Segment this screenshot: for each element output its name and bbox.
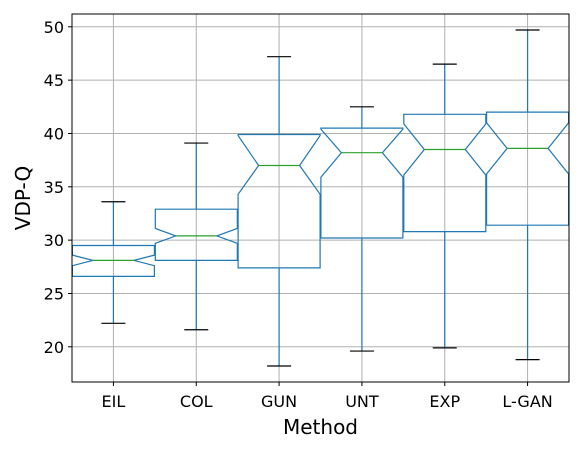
x-tick-label-col: COL <box>180 392 213 411</box>
x-tick-label-exp: EXP <box>429 392 460 411</box>
y-tick-label: 40 <box>44 124 64 143</box>
box-exp <box>403 63 487 349</box>
y-tick-label: 45 <box>44 71 64 90</box>
notched-box <box>154 208 238 261</box>
box-unt <box>320 106 404 352</box>
box-layer <box>71 29 570 367</box>
tick-layer: 20 25 30 35 40 45 50 EIL COL GUN UNT EXP L-GAN <box>44 18 553 411</box>
box-eil <box>71 201 155 324</box>
notched-box <box>320 127 404 239</box>
x-tick-label-l-gan: L-GAN <box>502 392 552 411</box>
x-axis-title: Method <box>283 415 358 439</box>
y-tick-label: 50 <box>44 18 64 37</box>
y-tick-label: 30 <box>44 231 64 250</box>
x-tick-label-gun: GUN <box>261 392 297 411</box>
notched-box <box>71 244 155 277</box>
notched-box <box>237 133 321 269</box>
box-gun <box>237 56 321 367</box>
y-axis-title: VDP-Q <box>11 166 35 230</box>
y-tick-label: 20 <box>44 338 64 357</box>
y-tick-label: 25 <box>44 284 64 303</box>
x-tick-label-unt: UNT <box>345 392 379 411</box>
notched-box <box>403 113 487 233</box>
y-tick-label: 35 <box>44 178 64 197</box>
box-col <box>154 142 238 331</box>
plot-frame <box>71 13 570 383</box>
x-tick-label-eil: EIL <box>102 392 126 411</box>
